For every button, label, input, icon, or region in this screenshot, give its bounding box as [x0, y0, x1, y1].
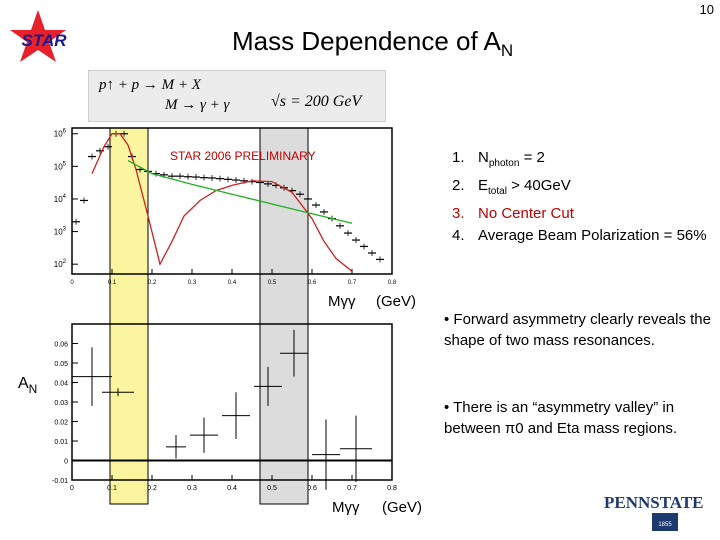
- condition-text: > 40GeV: [506, 177, 571, 194]
- x-tick-label: 0.3: [187, 485, 197, 492]
- pennstate-shield-icon: [652, 513, 678, 531]
- condition-text: E: [478, 177, 489, 194]
- condition-number: 1.: [452, 149, 465, 166]
- condition-number: 4.: [452, 227, 465, 244]
- bullet-forward-asymmetry: • Forward asymmetry clearly reveals the …: [444, 311, 711, 349]
- star-logo-text: STAR: [21, 31, 67, 50]
- bottom-xlabel-mass: Mγγ: [332, 499, 360, 516]
- formula-energy: √s = 200 GeV: [271, 93, 362, 110]
- condition-item: 4. Average Beam Polarization = 56%: [452, 225, 707, 247]
- pennstate-name: PENNSTATE: [604, 493, 704, 512]
- y-tick-label: 103: [54, 227, 67, 237]
- star-logo: STAR: [10, 10, 67, 62]
- x-tick-label: 0.8: [387, 485, 397, 492]
- pennstate-logo: PENNSTATE 1855: [604, 493, 704, 531]
- condition-text: N: [478, 149, 489, 166]
- condition-item: 1. Nphoton = 2: [452, 147, 707, 175]
- y-tick-label: 0.01: [54, 439, 68, 446]
- x-tick-label: 0: [70, 280, 74, 286]
- y-tick-label: 102: [54, 259, 67, 269]
- star-shape-icon: [10, 10, 66, 62]
- condition-item: 2. Etotal > 40GeV: [452, 175, 707, 203]
- x-tick-label: 0.1: [107, 485, 117, 492]
- top-xlabel-mass: Mγγ: [328, 293, 356, 310]
- y-tick-label: 105: [54, 161, 67, 171]
- condition-text: No Center Cut: [478, 205, 574, 222]
- page-number: 10: [699, 2, 714, 17]
- highlight-band: [109, 127, 149, 505]
- y-tick-label: 0: [64, 459, 68, 466]
- bottom-xlabel-unit: (GeV): [382, 499, 422, 516]
- x-tick-label: 0.8: [388, 280, 397, 286]
- condition-number: 2.: [452, 177, 465, 194]
- x-tick-label: 0.4: [227, 485, 237, 492]
- preliminary-label: STAR 2006 PRELIMINARY: [170, 149, 316, 163]
- formula-reaction: p↑ + p → M + X: [99, 77, 201, 93]
- x-tick-label: 0.1: [108, 280, 117, 286]
- x-tick-label: 0.7: [347, 485, 357, 492]
- pennstate-year: 1855: [658, 522, 672, 528]
- condition-text: = 2: [519, 149, 545, 166]
- top-xlabel-unit: (GeV): [376, 293, 416, 310]
- condition-subscript: total: [488, 186, 507, 197]
- y-tick-label: 0.06: [54, 342, 68, 349]
- condition-subscript: photon: [488, 158, 520, 169]
- fit-curve: [127, 160, 353, 224]
- x-tick-label: 0.2: [148, 280, 157, 286]
- x-tick-label: 0.6: [307, 485, 317, 492]
- formula-decay: M → γ + γ: [165, 97, 230, 113]
- x-tick-label: 0.6: [308, 280, 317, 286]
- condition-number: 3.: [452, 205, 465, 222]
- conditions-list: 1. Nphoton = 2 2. Etotal > 40GeV 3. No Center…: [452, 147, 707, 247]
- y-tick-label: 0.05: [54, 361, 68, 368]
- y-tick-label: 104: [54, 194, 67, 204]
- x-tick-label: 0: [70, 485, 74, 492]
- x-tick-label: 0.2: [147, 485, 157, 492]
- x-tick-label: 0.3: [188, 280, 197, 286]
- condition-item: 3. No Center Cut: [452, 203, 707, 225]
- top-histogram-chart: 102 103 104 105 106 0 0.1 0.2 0.3 0.4 0.5 0.6 0.7 0.8…: [54, 127, 416, 505]
- slide-title: Mass Dependence of AN: [232, 26, 513, 61]
- y-tick-label: 106: [54, 129, 67, 139]
- bullet-asymmetry-valley: • There is an “asymmetry valley” in betw…: [444, 399, 677, 437]
- y-tick-label: 0.04: [54, 381, 68, 388]
- y-tick-label: -0.01: [52, 478, 68, 485]
- y-tick-label: 0.02: [54, 420, 68, 427]
- y-tick-label: 0.03: [54, 400, 68, 407]
- slide-title-sub: N: [500, 41, 514, 61]
- bottom-ylabel: AN: [18, 375, 37, 396]
- fit-curve: [91, 133, 353, 272]
- condition-text: Average Beam Polarization = 56%: [478, 227, 707, 244]
- formula-box: p↑ + p → M + X M → γ + γ √s = 200 GeV: [88, 70, 386, 122]
- slide-title-main: Mass Dependence of A: [232, 26, 501, 56]
- x-tick-label: 0.5: [268, 280, 277, 286]
- chart-area: 102 103 104 105 106 0 0.1 0.2 0.3 0.4 0.5 0.6 0.7 0.8…: [18, 127, 422, 516]
- x-tick-label: 0.5: [267, 485, 277, 492]
- x-tick-label: 0.4: [228, 280, 237, 286]
- x-tick-label: 0.7: [348, 280, 357, 286]
